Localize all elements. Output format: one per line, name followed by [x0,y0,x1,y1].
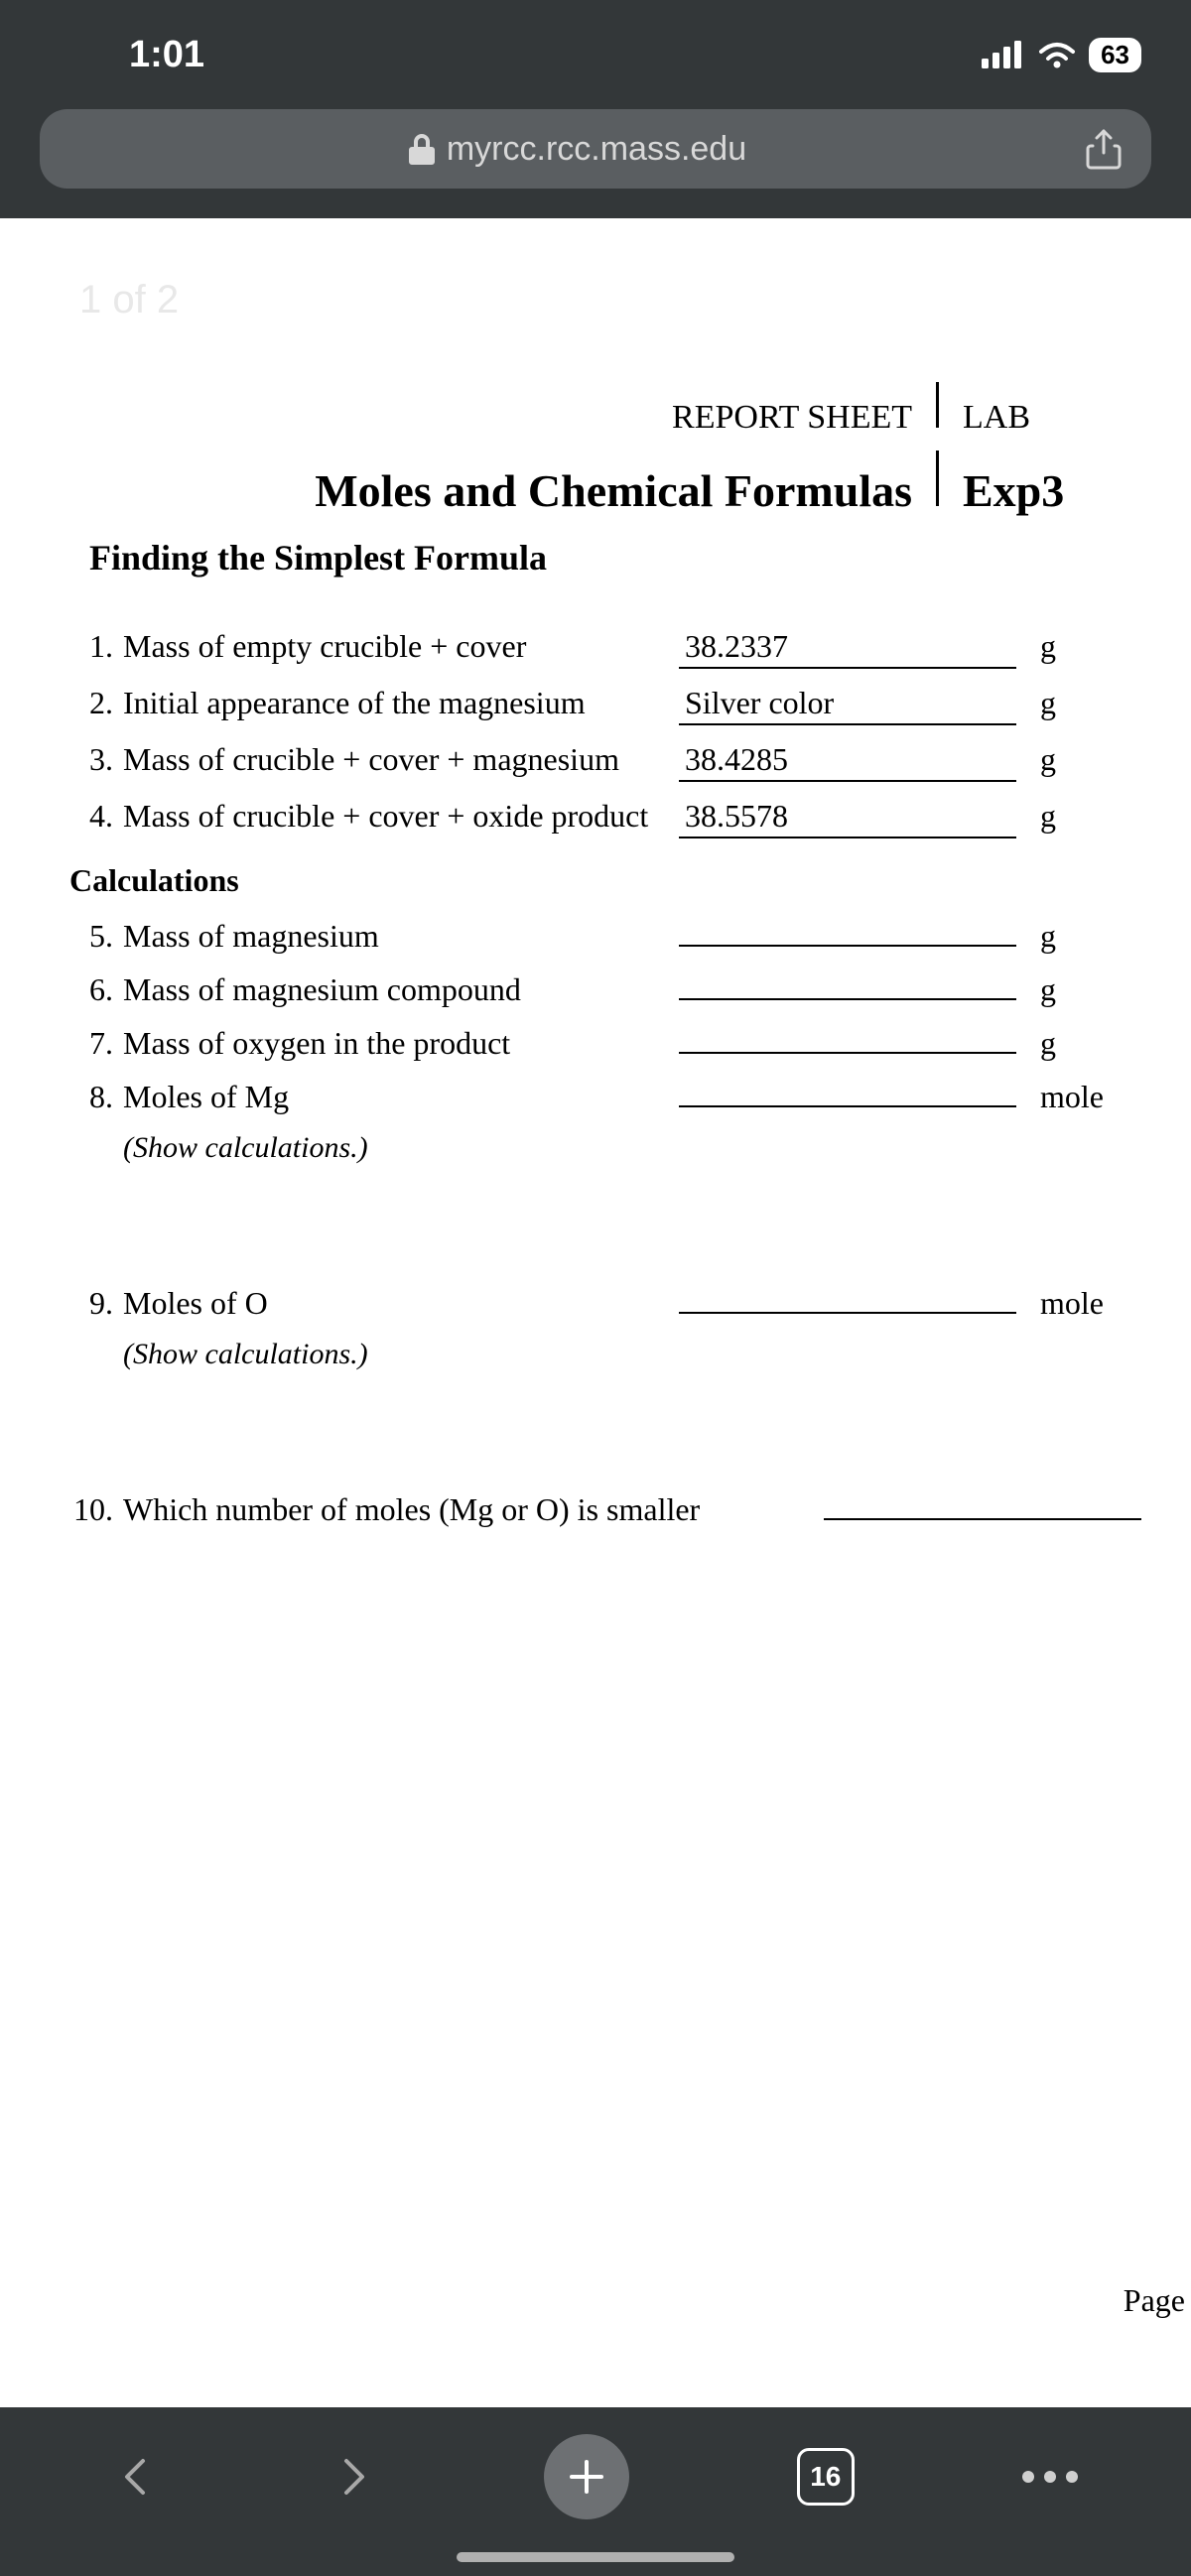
calc-row: 9. Moles of O mole [69,1284,1141,1322]
page-label: Page [1124,2282,1185,2319]
calc-items: 5. Mass of magnesium g 6. Mass of magnes… [69,917,1141,1115]
address-bar-wrap: myrcc.rcc.mass.edu [0,109,1191,218]
tabs-button[interactable]: 16 [797,2448,855,2506]
forward-button[interactable] [329,2453,376,2501]
item-label: Moles of Mg [123,1079,679,1115]
item-blank [679,970,1016,1000]
battery-level: 63 [1101,40,1129,70]
item-unit: g [1040,971,1110,1008]
item-unit: g [1040,918,1110,955]
item-number: 2. [69,685,113,721]
data-row: 4. Mass of crucible + cover + oxide prod… [69,798,1141,838]
item-blank [679,1078,1016,1107]
item-label: Mass of crucible + cover + magnesium [123,741,679,778]
status-time: 1:01 [129,34,204,76]
item-label: Initial appearance of the magnesium [123,685,679,721]
item-unit: g [1040,1025,1110,1062]
dot-icon [1066,2471,1078,2483]
title-row: Moles and Chemical Formulas Exp3 [69,451,1141,517]
data-items: 1. Mass of empty crucible + cover 38.233… [69,628,1141,838]
item-label: Mass of empty crucible + cover [123,628,679,665]
battery-badge: 63 [1089,38,1141,72]
lock-icon [409,133,435,165]
divider [936,451,939,506]
item-number: 10. [69,1491,113,1528]
item-value: 38.5578 [679,798,1016,838]
data-row: 1. Mass of empty crucible + cover 38.233… [69,628,1141,669]
item-value: 38.4285 [679,741,1016,782]
dot-icon [1022,2471,1034,2483]
calculations-heading: Calculations [69,862,1141,899]
calc-row: 10. Which number of moles (Mg or O) is s… [69,1490,1141,1528]
status-bar: 1:01 63 [0,0,1191,109]
show-calculations-note: (Show calculations.) [123,1338,1141,1371]
item-number: 7. [69,1025,113,1062]
menu-button[interactable] [1022,2471,1078,2483]
signal-icon [982,41,1025,68]
url-text: myrcc.rcc.mass.edu [447,130,746,169]
item-blank [679,917,1016,947]
document-body: 1 of 2 REPORT SHEET LAB Moles and Chemic… [0,218,1191,1528]
data-row: 2. Initial appearance of the magnesium S… [69,685,1141,725]
calc-row: 8. Moles of Mg mole [69,1078,1141,1115]
item-unit: g [1040,798,1110,835]
item-value: 38.2337 [679,628,1016,669]
item-blank [679,1024,1016,1054]
subtitle: Finding the Simplest Formula [89,537,1141,579]
lab-label: LAB [963,399,1141,437]
item-number: 5. [69,918,113,955]
item-label: Which number of moles (Mg or O) is small… [123,1491,804,1528]
calc-row: 7. Mass of oxygen in the product g [69,1024,1141,1062]
data-row: 3. Mass of crucible + cover + magnesium … [69,741,1141,782]
item-label: Mass of oxygen in the product [123,1025,679,1062]
item-number: 3. [69,741,113,778]
item-value: Silver color [679,685,1016,725]
item-label: Moles of O [123,1285,679,1322]
page-indicator: 1 of 2 [79,278,1141,322]
header-row: REPORT SHEET LAB [69,382,1141,437]
new-tab-button[interactable] [544,2434,629,2519]
status-right: 63 [982,38,1141,72]
report-sheet-label: REPORT SHEET [69,399,936,437]
show-calculations-note: (Show calculations.) [123,1131,1141,1165]
address-center: myrcc.rcc.mass.edu [69,130,1086,169]
item-blank [824,1490,1141,1520]
item-blank [679,1284,1016,1314]
item-number: 4. [69,798,113,835]
home-indicator[interactable] [457,2552,734,2562]
item-number: 1. [69,628,113,665]
item-unit: g [1040,628,1110,665]
item-unit: mole [1040,1285,1110,1322]
main-title: Moles and Chemical Formulas [69,464,936,517]
item-number: 6. [69,971,113,1008]
item-label: Mass of crucible + cover + oxide product [123,798,679,835]
calc-row: 5. Mass of magnesium g [69,917,1141,955]
item-number: 9. [69,1285,113,1322]
share-icon[interactable] [1086,128,1122,170]
back-button[interactable] [113,2453,161,2501]
item-unit: mole [1040,1079,1110,1115]
item-number: 8. [69,1079,113,1115]
address-bar[interactable]: myrcc.rcc.mass.edu [40,109,1151,189]
bottom-toolbar: 16 [0,2407,1191,2576]
item-label: Mass of magnesium [123,918,679,955]
item-unit: g [1040,685,1110,721]
tabs-count: 16 [810,2461,841,2493]
divider [936,382,939,428]
exp-label: Exp3 [963,464,1141,517]
wifi-icon [1037,40,1077,69]
calc-row: 6. Mass of magnesium compound g [69,970,1141,1008]
item-label: Mass of magnesium compound [123,971,679,1008]
dot-icon [1044,2471,1056,2483]
item-unit: g [1040,741,1110,778]
